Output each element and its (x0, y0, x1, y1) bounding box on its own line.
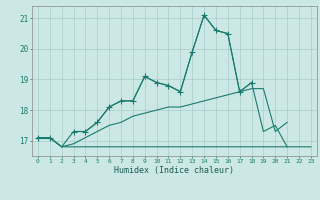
X-axis label: Humidex (Indice chaleur): Humidex (Indice chaleur) (115, 166, 234, 175)
